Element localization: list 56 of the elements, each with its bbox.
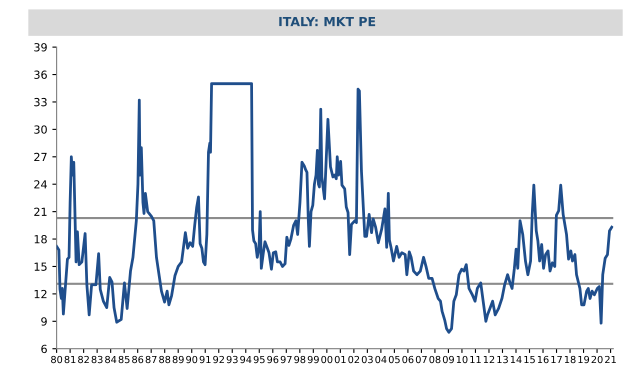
- x-tick-label: 91: [200, 356, 211, 364]
- x-tick-label: 85: [118, 356, 130, 364]
- x-tick-label: 19: [578, 356, 590, 364]
- x-tick-label: 99: [308, 356, 319, 364]
- x-tick-label: 05: [388, 356, 400, 364]
- y-tick-label: 18: [34, 235, 47, 244]
- y-tick-label: 36: [34, 70, 47, 79]
- x-tick-label: 11: [470, 356, 481, 364]
- x-tick-label: 21: [605, 356, 616, 364]
- x-tick-label: 94: [240, 356, 252, 364]
- x-tick-label: 97: [280, 356, 292, 364]
- x-tick-label: 89: [172, 356, 184, 364]
- x-tick-label: 90: [186, 356, 198, 364]
- x-tick-label: 86: [132, 356, 144, 364]
- x-tick-label: 87: [146, 356, 157, 364]
- x-tick-label: 15: [524, 356, 535, 364]
- x-tick-label: 81: [64, 356, 76, 364]
- x-tick-label: 08: [429, 356, 440, 364]
- x-tick-label: 04: [375, 356, 387, 364]
- x-tick-label: 18: [564, 356, 576, 364]
- x-tick-label: 17: [551, 356, 562, 364]
- x-tick-label: 00: [321, 356, 332, 364]
- y-tick-label: 33: [34, 98, 47, 106]
- y-tick-label: 30: [34, 125, 47, 134]
- y-tick-label: 6: [41, 344, 47, 354]
- x-tick-label: 95: [254, 356, 265, 364]
- x-tick-label: 16: [538, 356, 549, 364]
- x-tick-label: 96: [267, 356, 278, 364]
- x-tick-label: 20: [592, 356, 603, 364]
- x-tick-label: 83: [92, 356, 103, 364]
- x-tick-label: 14: [510, 356, 522, 364]
- x-tick-label: 12: [484, 356, 494, 364]
- x-tick-label: 09: [442, 356, 454, 364]
- x-tick-label: 84: [105, 356, 116, 364]
- y-tick-label: 15: [34, 262, 47, 271]
- x-tick-label: 10: [456, 356, 468, 364]
- x-tick-label: 98: [294, 356, 306, 364]
- x-tick-label: 13: [497, 356, 508, 364]
- x-tick-label: 02: [348, 356, 360, 364]
- y-tick-label: 24: [34, 180, 47, 188]
- y-tick-label: 12: [34, 290, 46, 298]
- chart-title: ITALY: MKT PE: [279, 16, 376, 26]
- x-tick-label: 82: [78, 356, 89, 364]
- x-tick-label: 03: [362, 356, 373, 364]
- x-tick-label: 93: [226, 356, 238, 364]
- y-tick-label: 9: [41, 317, 47, 326]
- x-tick-label: 92: [213, 356, 224, 364]
- y-tick-label: 39: [34, 43, 47, 52]
- x-tick-label: 80: [51, 356, 62, 364]
- x-tick-label: 88: [159, 356, 170, 364]
- x-tick-label: 07: [416, 356, 427, 364]
- y-tick-label: 21: [34, 208, 47, 216]
- x-tick-label: 06: [402, 356, 414, 364]
- x-tick-label: 01: [334, 356, 346, 364]
- y-tick-label: 27: [34, 152, 47, 162]
- line-series: [56, 82, 614, 334]
